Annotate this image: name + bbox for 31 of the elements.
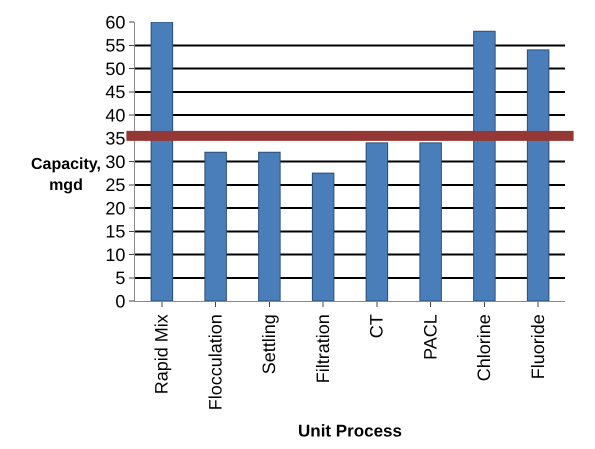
y-tick-label: 5 xyxy=(115,268,126,288)
y-tick-label: 45 xyxy=(105,82,126,102)
y-tick-label: 35 xyxy=(105,128,126,149)
y-tick-label: 10 xyxy=(105,244,126,265)
y-tick-label: 30 xyxy=(105,152,126,172)
bar xyxy=(473,30,496,301)
bar xyxy=(312,172,334,301)
y-tick-label: 60 xyxy=(105,12,126,32)
bar xyxy=(204,152,227,301)
y-tick-label: 0 xyxy=(115,291,126,312)
y-tick-label: 15 xyxy=(105,222,126,242)
x-tick-label: Chlorine xyxy=(474,314,494,382)
x-tick-label: Settling xyxy=(259,314,280,374)
bar xyxy=(419,142,442,301)
x-tick-label: Flocculation xyxy=(205,314,226,410)
x-tick-label: Filtration xyxy=(312,314,333,384)
y-axis-title: Capacity, mgd xyxy=(31,156,101,194)
x-tick-label: Fluoride xyxy=(528,314,548,380)
x-axis-title: Unit Process xyxy=(298,422,402,441)
y-tick-label: 50 xyxy=(105,58,126,79)
bar xyxy=(258,152,281,301)
bar xyxy=(526,49,550,301)
bar xyxy=(150,22,174,301)
y-tick-label: 25 xyxy=(105,175,126,196)
bar xyxy=(366,142,388,301)
y-tick-label: 40 xyxy=(105,105,126,126)
y-tick-label: 55 xyxy=(105,36,126,56)
x-tick-label: PACL xyxy=(420,314,440,360)
x-tick-label: CT xyxy=(366,314,387,338)
x-tick-label: Rapid Mix xyxy=(152,314,172,394)
y-tick-label: 20 xyxy=(105,198,126,218)
